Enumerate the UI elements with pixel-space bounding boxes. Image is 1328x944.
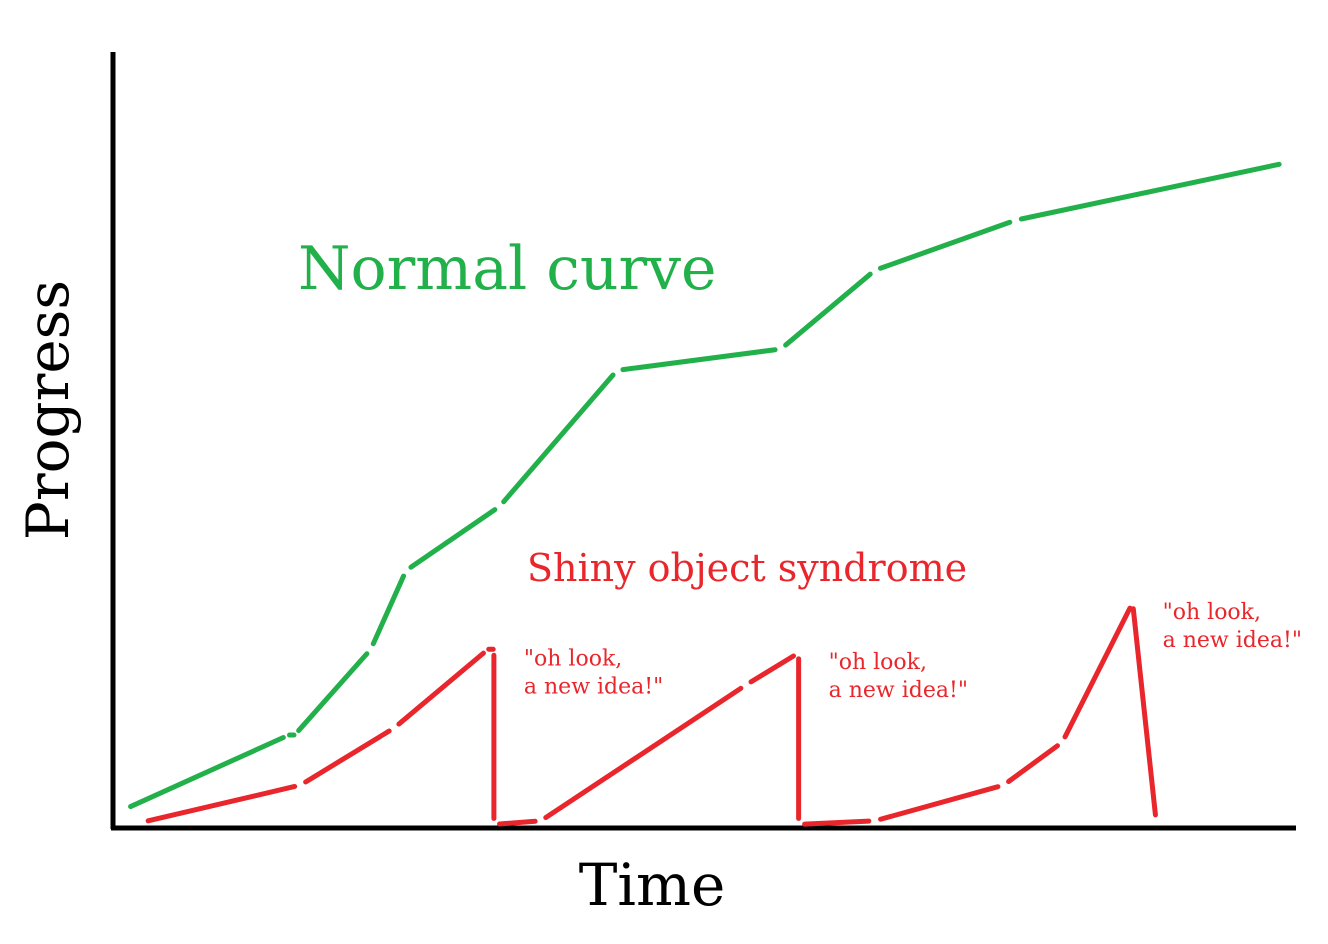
annotation-line: "oh look, — [829, 650, 927, 675]
y-axis-title: Progress — [14, 280, 82, 540]
series-segment — [303, 728, 392, 785]
annotation-1: "oh look, a new idea!" — [524, 646, 663, 699]
series-label-shiny-object-syndrome: Shiny object syndrome — [527, 546, 967, 590]
annotation-line: a new idea!" — [1163, 628, 1302, 653]
annotations: "oh look, a new idea!" "oh look, a new idea… — [524, 600, 1302, 703]
series-segment — [128, 735, 286, 810]
annotation-3: "oh look, a new idea!" — [1163, 600, 1302, 653]
series-label-normal-curve: Normal curve — [298, 234, 717, 304]
x-axis-title: Time — [579, 851, 726, 919]
series-segment — [543, 685, 744, 821]
series-segment — [1130, 606, 1158, 818]
axes — [110, 52, 1296, 831]
series-segment — [620, 347, 778, 373]
series-segment — [1018, 161, 1282, 222]
series-segment — [748, 653, 796, 685]
annotation-2: "oh look, a new idea!" — [829, 650, 968, 703]
series-segment — [370, 573, 407, 647]
series-segment — [145, 783, 298, 824]
series-normal-curve — [128, 161, 1282, 810]
label-layer: Normal curve Shiny object syndrome — [298, 234, 967, 590]
annotation-line: a new idea!" — [524, 674, 663, 699]
series-segment — [408, 507, 498, 570]
annotation-line: "oh look, — [1163, 600, 1261, 625]
series-layer — [128, 161, 1282, 827]
series-segment — [802, 818, 872, 827]
series-segment — [877, 219, 1013, 271]
series-segment — [501, 372, 616, 505]
series-segment — [296, 651, 370, 734]
series-segment — [1006, 743, 1060, 785]
series-segment — [396, 650, 486, 727]
annotation-line: "oh look, — [524, 646, 622, 671]
series-shiny-object-syndrome — [145, 605, 1158, 827]
annotation-line: a new idea!" — [829, 678, 968, 703]
series-segment — [1062, 605, 1133, 740]
series-segment — [783, 271, 873, 348]
series-segment — [878, 784, 1001, 822]
series-segment — [497, 818, 538, 827]
